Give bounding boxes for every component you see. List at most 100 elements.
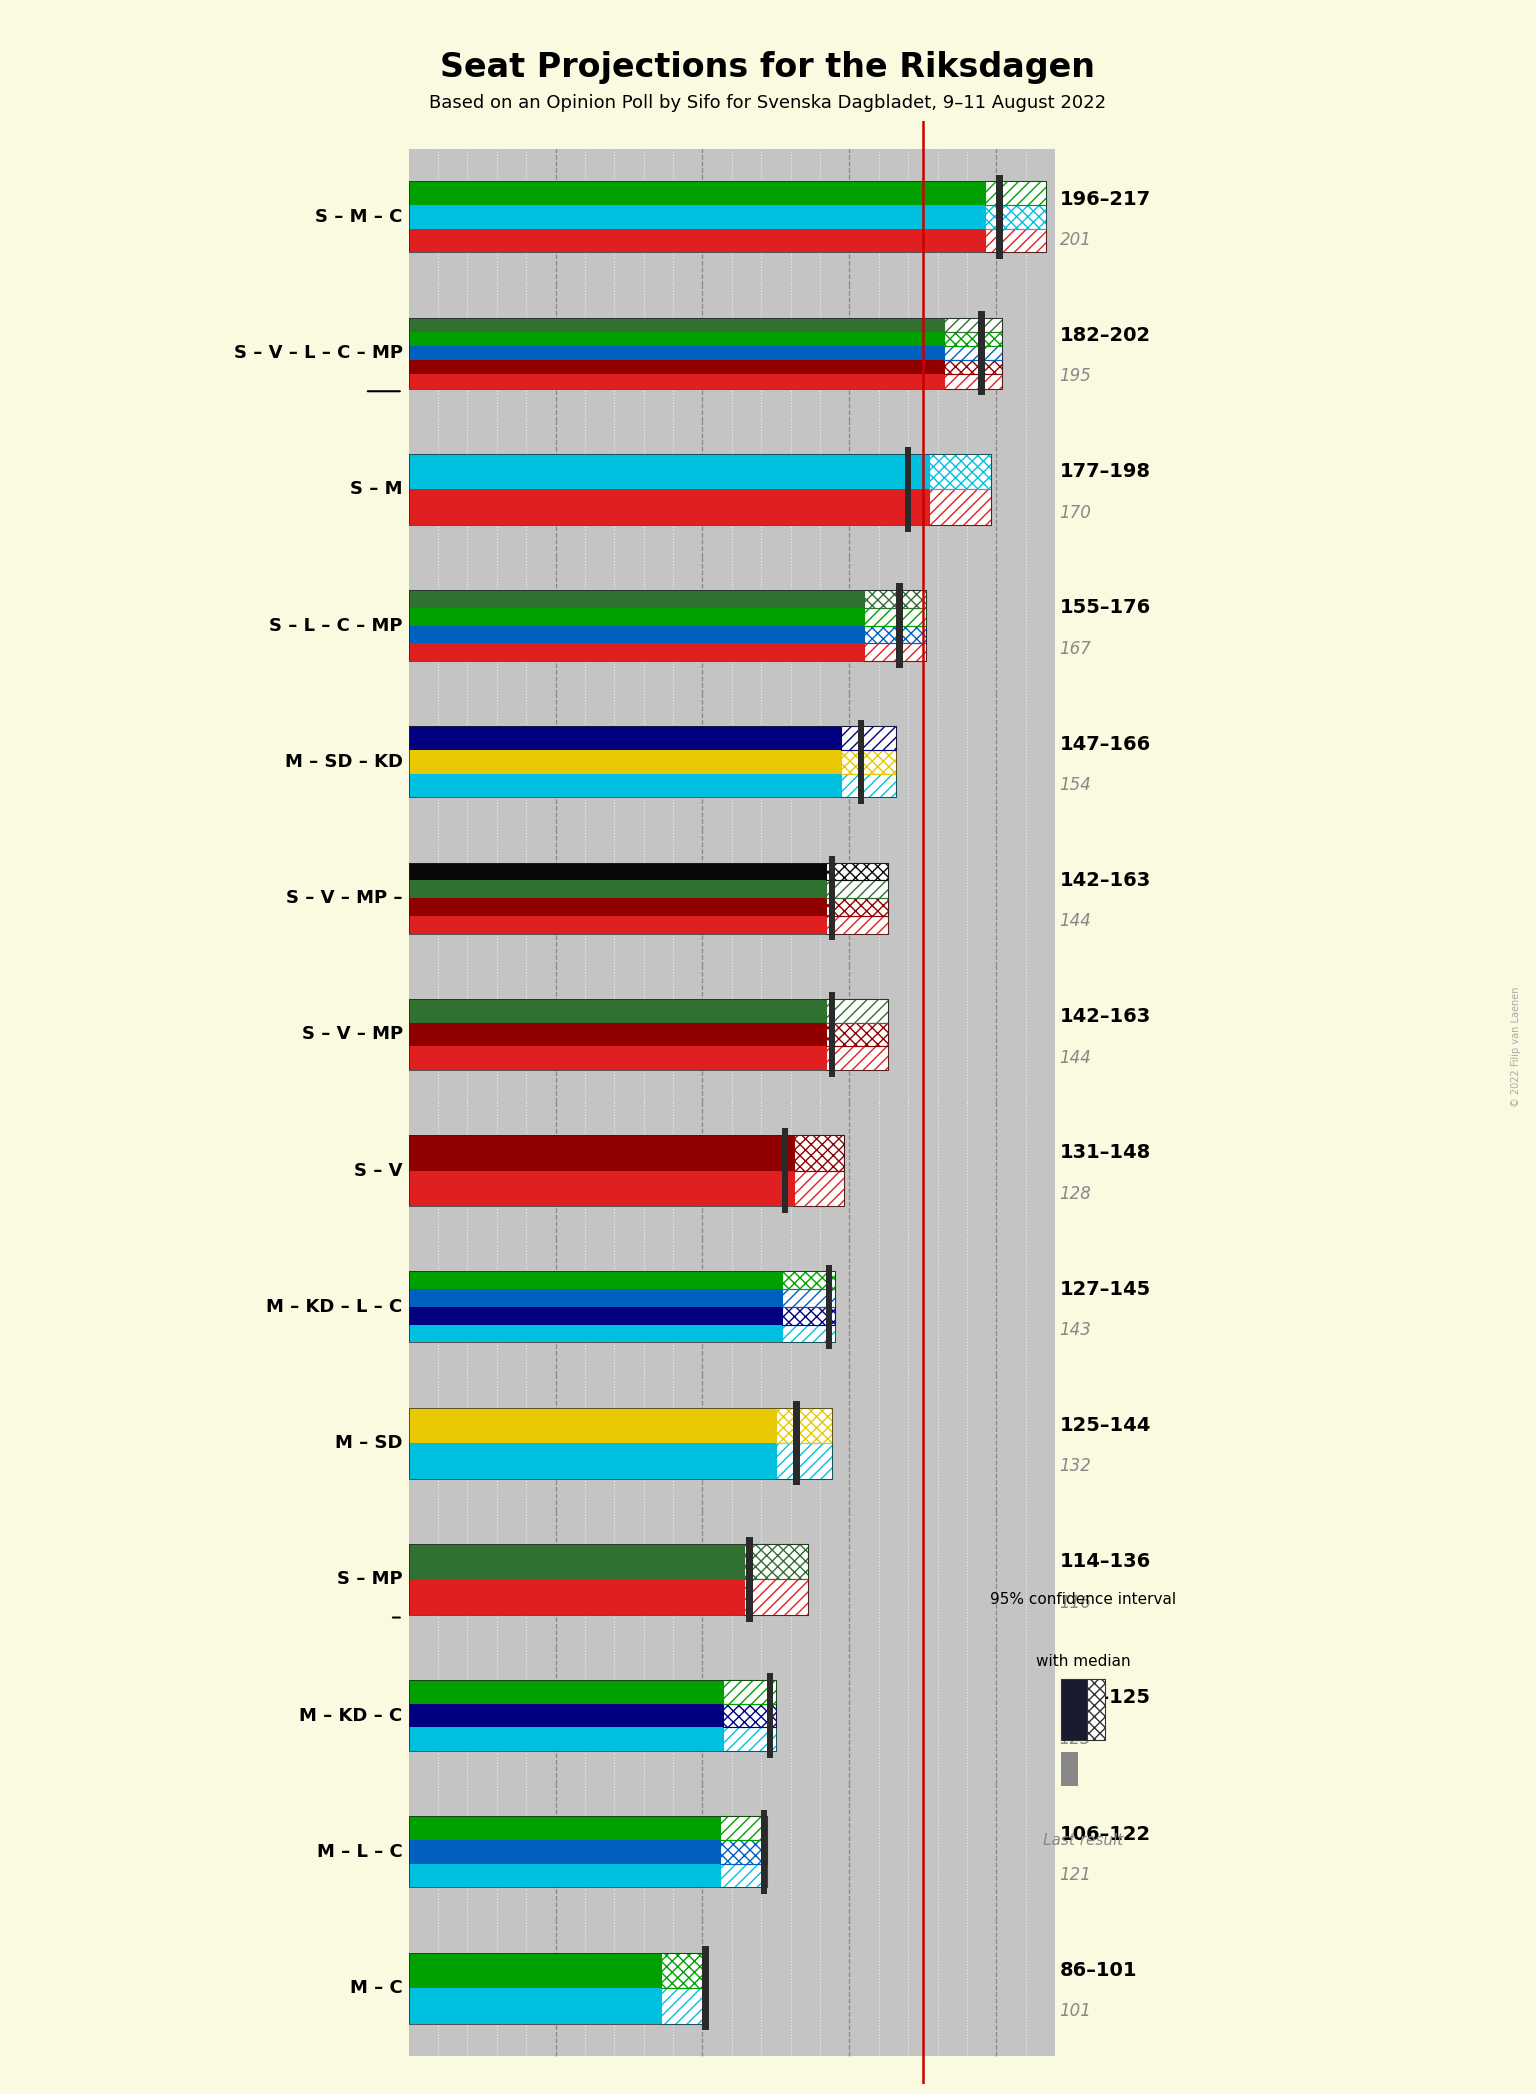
Bar	[723, 1705, 776, 1728]
Text: S – M: S – M	[350, 480, 402, 498]
Text: 116: 116	[1060, 1594, 1092, 1612]
Bar	[782, 1271, 834, 1290]
Bar	[409, 1104, 1055, 1240]
Bar	[943, 360, 1003, 375]
Bar	[794, 1135, 843, 1171]
Bar	[840, 773, 897, 798]
Bar	[826, 1047, 888, 1070]
Bar	[409, 965, 1055, 1101]
Bar	[895, 584, 903, 668]
Bar	[794, 1171, 843, 1206]
Bar	[776, 1443, 833, 1478]
Text: M – L – C: M – L – C	[316, 1843, 402, 1862]
Bar	[943, 360, 1003, 375]
Text: 142–163: 142–163	[1060, 1007, 1150, 1026]
Text: S – MP: S – MP	[336, 1570, 402, 1589]
Bar	[409, 360, 943, 375]
Bar	[859, 720, 865, 804]
Text: 167: 167	[1060, 641, 1092, 658]
Bar	[723, 1679, 776, 1705]
Text: 123: 123	[1060, 1730, 1092, 1748]
Bar	[723, 1728, 776, 1751]
Bar	[409, 1543, 743, 1579]
Bar	[743, 1543, 808, 1579]
Bar	[826, 863, 888, 879]
Bar	[985, 228, 1046, 251]
Text: 131–148: 131–148	[1060, 1143, 1150, 1162]
Text: 144: 144	[1060, 1049, 1092, 1066]
Bar	[782, 1129, 788, 1212]
Bar	[409, 999, 888, 1070]
Text: 144: 144	[1060, 913, 1092, 930]
Bar	[760, 1809, 768, 1895]
Bar	[409, 750, 840, 773]
Bar	[840, 773, 897, 798]
Bar	[826, 1265, 833, 1349]
Bar	[865, 626, 926, 643]
Text: with median: with median	[1035, 1654, 1130, 1669]
Bar	[826, 898, 888, 915]
Text: 107–125: 107–125	[1060, 1688, 1150, 1707]
Text: M – KD – L – C: M – KD – L – C	[266, 1298, 402, 1315]
Text: S – V: S – V	[355, 1162, 402, 1179]
Bar	[865, 607, 926, 626]
Text: S – L – C – MP: S – L – C – MP	[269, 616, 402, 634]
Bar	[720, 1841, 766, 1864]
Bar	[409, 375, 943, 389]
Bar	[723, 1705, 776, 1728]
Bar	[409, 318, 943, 331]
Bar	[409, 1135, 843, 1206]
Text: 155–176: 155–176	[1060, 599, 1150, 618]
Bar	[409, 1648, 1055, 1784]
Bar	[782, 1307, 834, 1326]
Bar	[826, 1022, 888, 1047]
Bar	[985, 205, 1046, 228]
Text: 142–163: 142–163	[1060, 871, 1150, 890]
Bar	[985, 205, 1046, 228]
Bar	[409, 915, 826, 934]
Bar	[743, 1543, 808, 1579]
Bar	[662, 1954, 705, 1987]
Bar	[943, 375, 1003, 389]
Bar	[943, 331, 1003, 346]
Bar	[826, 898, 888, 915]
Bar	[662, 1987, 705, 2023]
Bar	[409, 1954, 662, 1987]
Bar	[409, 829, 1055, 965]
Text: 114–136: 114–136	[1060, 1552, 1150, 1570]
Text: 121: 121	[1060, 1866, 1092, 1885]
Bar	[720, 1815, 766, 1841]
Bar	[409, 1679, 723, 1705]
Bar	[409, 1864, 720, 1887]
Bar	[776, 1443, 833, 1478]
Bar	[662, 1954, 705, 1987]
Bar	[409, 182, 1046, 251]
Bar	[409, 1376, 1055, 1512]
Bar	[826, 915, 888, 934]
Bar	[943, 318, 1003, 331]
Bar	[409, 1920, 1055, 2056]
Text: S – V – MP –: S – V – MP –	[286, 890, 402, 907]
Text: 127–145: 127–145	[1060, 1279, 1150, 1298]
Bar	[746, 1537, 753, 1621]
Bar	[409, 1307, 782, 1326]
Bar	[1086, 1679, 1106, 1740]
Text: 101: 101	[1060, 2002, 1092, 2021]
Bar	[409, 1407, 833, 1478]
Bar	[865, 591, 926, 607]
Bar	[702, 1945, 708, 2031]
Bar	[782, 1290, 834, 1307]
Bar	[840, 727, 897, 750]
Text: M – KD – C: M – KD – C	[300, 1707, 402, 1725]
Text: 143: 143	[1060, 1321, 1092, 1338]
Bar	[409, 1679, 776, 1751]
Text: Seat Projections for the Riksdagen: Seat Projections for the Riksdagen	[441, 50, 1095, 84]
Bar	[826, 999, 888, 1022]
Text: S – M – C: S – M – C	[315, 207, 402, 226]
Bar	[782, 1271, 834, 1290]
Bar	[782, 1326, 834, 1342]
Bar	[409, 591, 865, 607]
Text: 201: 201	[1060, 230, 1092, 249]
Text: 147–166: 147–166	[1060, 735, 1150, 754]
Bar	[409, 1240, 1055, 1376]
